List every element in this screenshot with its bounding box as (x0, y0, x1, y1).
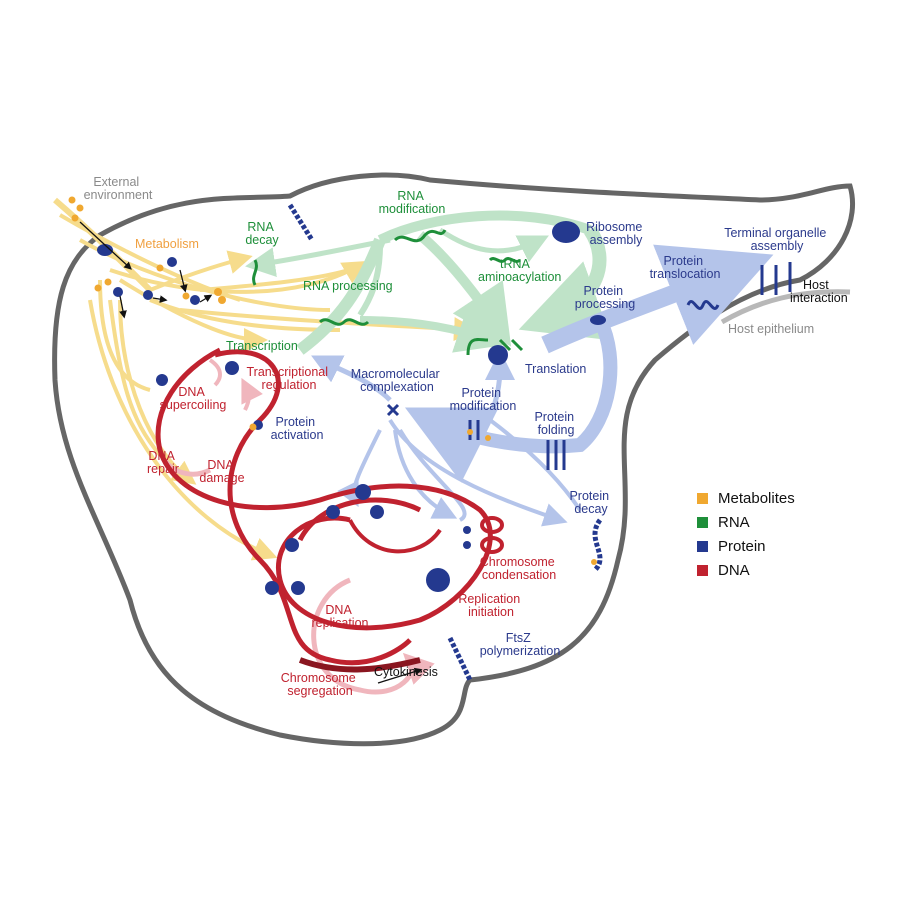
label-cytokinesis: Cytokinesis (374, 665, 438, 679)
legend-item: Metabolites (697, 486, 837, 510)
rna-glyphs (252, 229, 524, 356)
label-macromolecular-complexation: Macromolecular complexation (351, 367, 443, 394)
label-chromosome-segregation: Chromosome segregation (281, 671, 360, 698)
label-protein-processing: Protein processing (575, 284, 635, 311)
legend-label: DNA (718, 561, 750, 579)
label-chromosome-condensation: Chromosome condensation (480, 555, 559, 582)
label-protein-folding: Protein folding (534, 410, 577, 437)
label-rna-decay: RNA decay (245, 220, 279, 247)
label-dna-supercoiling: DNA supercoiling (160, 385, 227, 412)
label-protein-modification: Protein modification (450, 386, 517, 413)
chromosome-condensation-glyph (480, 516, 504, 554)
rna-flows (245, 210, 612, 355)
label-protein-translocation: Protein translocation (650, 254, 721, 281)
label-replication-initiation: Replication initiation (458, 592, 523, 619)
protein-filaments (287, 203, 603, 682)
label-protein-decay: Protein decay (569, 489, 612, 516)
legend-label: Protein (718, 537, 766, 555)
legend-item: RNA (697, 510, 837, 534)
legend-swatch (697, 540, 708, 552)
label-ftsz-polymerization: FtsZ polymerization (480, 631, 561, 658)
legend-swatch (697, 516, 708, 528)
legend-item: Protein (697, 534, 837, 558)
legend-label: Metabolites (718, 489, 795, 507)
label-trna-aminoacylation: tRNA aminoacylation (478, 257, 561, 284)
label-transcription: Transcription (226, 339, 298, 353)
legend-item: DNA (697, 558, 837, 582)
metabolite-flows (53, 197, 478, 561)
label-translation: Translation (525, 362, 586, 376)
label-rna-processing: RNA processing (303, 279, 393, 293)
label-protein-activation: Protein activation (271, 415, 324, 442)
chromosome-dna (155, 347, 493, 666)
label-host-epithelium: Host epithelium (728, 322, 814, 336)
label-metabolism: Metabolism (135, 237, 199, 251)
protein-flows (311, 244, 774, 527)
label-terminal-organelle-assembly: Terminal organelle assembly (724, 226, 830, 253)
metabolite-dots (68, 196, 597, 565)
label-ribosome-assembly: Ribosome assembly (586, 220, 646, 247)
label-dna-replication: DNA replication (312, 603, 369, 630)
legend-label: RNA (718, 513, 750, 531)
cell-membrane (52, 172, 856, 747)
legend: Metabolites RNA Protein DNA (697, 486, 837, 582)
legend-swatch (697, 492, 708, 504)
label-dna-repair: DNA repair (147, 449, 179, 476)
terminal-organelle (386, 262, 792, 470)
label-host-interaction: Host interaction (790, 278, 848, 305)
label-transcriptional-regulation: Transcriptional regulation (247, 365, 332, 392)
metabolism-arrows (79, 221, 423, 684)
label-dna-damage: DNA damage (199, 458, 244, 485)
legend-swatch (697, 564, 708, 576)
cytokinesis-strand (298, 657, 421, 673)
label-external-environment: External environment (84, 175, 153, 202)
label-rna-modification: RNA modification (379, 189, 446, 216)
